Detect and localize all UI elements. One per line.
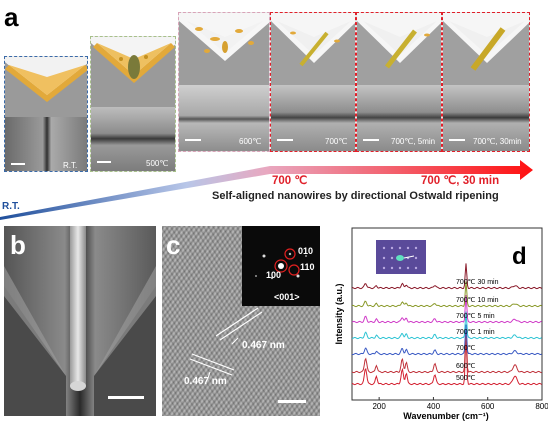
series-label-1: 600℃ <box>456 363 476 370</box>
series-label-4: 700℃ 5 min <box>456 313 495 320</box>
series-label-5: 700℃ 10 min <box>456 297 499 304</box>
series-label-2: 700℃ <box>456 345 476 352</box>
stage-700-30min-label: 700℃, 30min <box>473 137 522 146</box>
x-axis-label: Wavenumber (cm⁻¹) <box>403 411 488 421</box>
series-label-6: 700℃ 30 min <box>456 279 499 286</box>
x-tick-label-1: 400 <box>427 402 441 411</box>
stage-600-label: 600℃ <box>239 137 262 146</box>
temperature-arrow <box>0 160 533 220</box>
series-line-3 <box>351 311 542 340</box>
fft-zone-axis: <001> <box>274 292 300 302</box>
fft-inset: 010 100 110 <001> <box>242 226 320 306</box>
stage-700-frame: 700℃ <box>270 12 356 152</box>
panel-a-letter: a <box>4 2 19 32</box>
stage-700-label: 700℃ <box>325 137 348 146</box>
series-line-2 <box>351 324 542 356</box>
panel-b-sem-image <box>4 226 156 416</box>
stage-700-5min-label: 700℃, 5min <box>391 137 436 146</box>
panel-a-caption: Self-aligned nanowires by directional Os… <box>212 190 499 202</box>
stage-600-frame: 600℃ <box>178 12 270 152</box>
x-tick-label-2: 600 <box>481 402 495 411</box>
arrow-start-label: 700 ℃ <box>272 175 308 187</box>
series-line-0 <box>351 335 542 386</box>
x-tick-label-3: 800 <box>535 402 548 411</box>
rt-left-label: R.T. <box>2 201 20 212</box>
stage-rt-label: R.T. <box>63 161 78 170</box>
raman-chart: 200 400 600 800 Wavenumber (cm⁻¹) Intensity… <box>334 227 548 421</box>
series-line-4 <box>351 295 542 324</box>
fft-label-100: 100 <box>266 270 282 280</box>
lattice-spacing-1: 0.467 nm <box>242 340 285 351</box>
fft-label-110: 110 <box>300 262 315 272</box>
panel-c-letter: c <box>166 230 181 260</box>
panel-b-letter: b <box>10 230 26 260</box>
panel-c-tem-image: 010 100 110 <001> 0.467 nm 0.467 nm <box>162 226 320 416</box>
series-label-0: 500℃ <box>456 375 476 382</box>
stage-500-label: 500℃ <box>146 159 169 168</box>
series-line-1 <box>351 329 542 374</box>
stage-rt-frame: R.T. <box>4 56 88 172</box>
x-tick-label-0: 200 <box>372 402 386 411</box>
stage-500-frame: 500℃ <box>90 36 176 172</box>
arrow-end-label: 700 ℃, 30 min <box>421 175 500 187</box>
stage-700-5min-frame: 700℃, 5min <box>356 12 442 152</box>
series-line-5 <box>351 281 542 308</box>
series-line-6 <box>351 263 542 290</box>
lattice-spacing-2: 0.467 nm <box>184 376 227 387</box>
stage-700-30min-frame: 700℃, 30min <box>442 12 530 152</box>
y-axis-label: Intensity (a.u.) <box>334 283 344 344</box>
series-label-3: 700℃ 1 min <box>456 329 495 336</box>
panel-d-letter: d <box>512 243 527 270</box>
fft-label-010: 010 <box>298 246 314 256</box>
